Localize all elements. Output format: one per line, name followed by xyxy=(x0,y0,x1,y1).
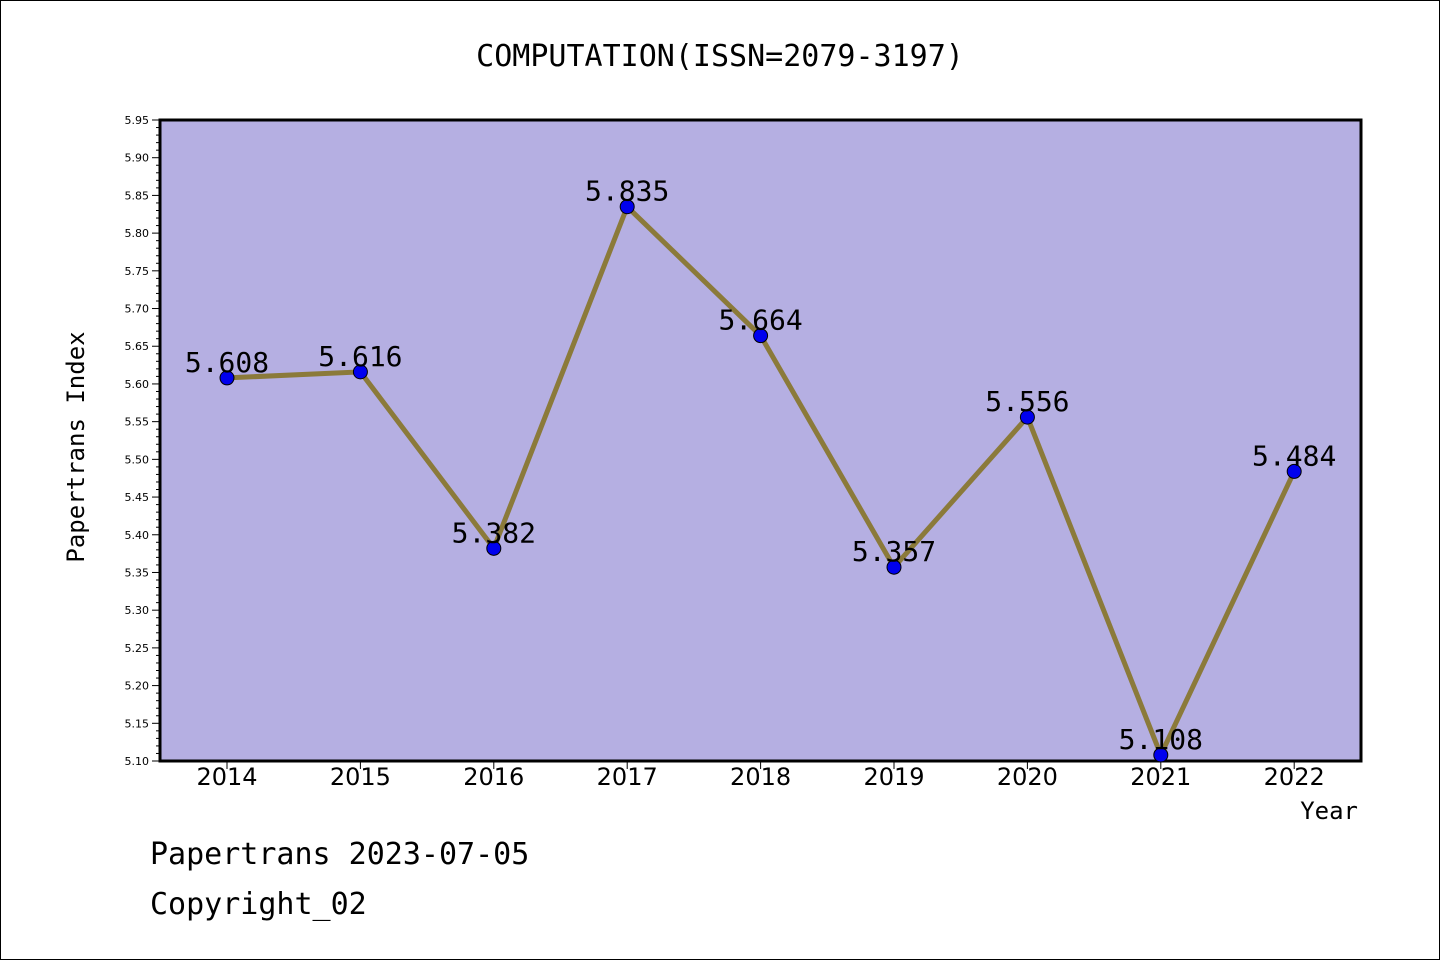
y-tick-label: 5.65 xyxy=(125,340,150,353)
y-axis: 5.10 5.15 5.20 5.25 5.30 5.35 5.40 5.45 5.50 5.55… xyxy=(125,114,160,768)
data-label: 5.835 xyxy=(585,175,669,208)
y-tick-label: 5.75 xyxy=(125,265,150,278)
data-labels: 5.608 5.616 5.382 5.835 5.664 5.357 5.556 5.108… xyxy=(185,175,1336,756)
data-label: 5.484 xyxy=(1252,439,1336,472)
y-tick-label: 5.55 xyxy=(125,416,150,429)
x-tick-label: 2021 xyxy=(1130,763,1191,791)
y-tick-label: 5.90 xyxy=(125,152,150,165)
data-label: 5.357 xyxy=(852,535,936,568)
x-tick-label: 2014 xyxy=(196,763,257,791)
data-point xyxy=(753,328,769,344)
x-tick-label: 2019 xyxy=(863,763,924,791)
data-label: 5.382 xyxy=(452,516,536,549)
y-tick-label: 5.40 xyxy=(125,529,150,542)
data-point xyxy=(486,540,502,556)
data-point xyxy=(1019,409,1035,425)
x-axis-title: Year xyxy=(1300,797,1358,825)
footer-copyright: Copyright_02 xyxy=(150,887,367,922)
y-tick-label: 5.60 xyxy=(125,378,150,391)
y-axis-title: Papertrans Index xyxy=(62,331,90,562)
data-label: 5.608 xyxy=(185,346,269,379)
data-label: 5.108 xyxy=(1119,723,1203,756)
y-tick-label: 5.25 xyxy=(125,642,150,655)
data-point xyxy=(1286,463,1302,479)
y-tick-label: 5.15 xyxy=(125,717,150,730)
y-tick-label: 5.50 xyxy=(125,453,150,466)
plot-area xyxy=(158,118,1363,763)
y-tick-label: 5.80 xyxy=(125,227,150,240)
x-tick-label: 2020 xyxy=(997,763,1058,791)
x-axis: 2014 2015 2016 2017 2018 2019 2020 2021 2022 xyxy=(196,761,1325,791)
data-point xyxy=(619,199,635,215)
y-tick-label: 5.95 xyxy=(125,114,150,127)
y-tick-label: 5.20 xyxy=(125,680,150,693)
data-point xyxy=(886,559,902,575)
data-point xyxy=(352,364,368,380)
chart-title: COMPUTATION(ISSN=2079-3197) xyxy=(476,39,964,74)
y-tick-label: 5.70 xyxy=(125,303,150,316)
footer-date: Papertrans 2023-07-05 xyxy=(150,837,529,872)
x-tick-label: 2016 xyxy=(463,763,524,791)
y-tick-label: 5.45 xyxy=(125,491,150,504)
data-label: 5.556 xyxy=(985,385,1069,418)
series-line xyxy=(219,199,1302,763)
data-label: 5.616 xyxy=(318,340,402,373)
y-tick-label: 5.35 xyxy=(125,566,150,579)
data-point xyxy=(1153,747,1169,763)
x-tick-label: 2018 xyxy=(730,763,791,791)
y-tick-label: 5.85 xyxy=(125,189,150,202)
y-tick-label: 5.10 xyxy=(125,755,150,768)
x-tick-label: 2022 xyxy=(1264,763,1325,791)
data-label: 5.664 xyxy=(718,304,802,337)
y-tick-label: 5.30 xyxy=(125,604,150,617)
x-tick-label: 2015 xyxy=(330,763,391,791)
data-point xyxy=(219,370,235,386)
x-tick-label: 2017 xyxy=(597,763,658,791)
